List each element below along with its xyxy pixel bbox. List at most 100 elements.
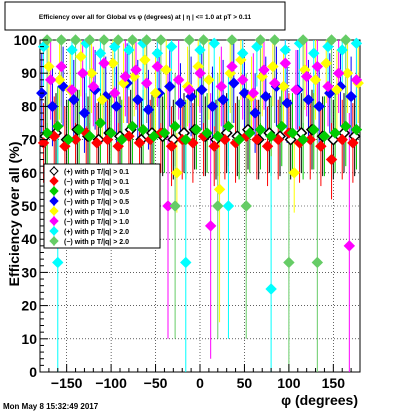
data-point <box>169 120 181 133</box>
data-point <box>194 44 206 56</box>
data-point <box>343 240 356 252</box>
title-box <box>4 1 286 31</box>
legend-label: (−) with p T/|q| > 0.1 <box>64 179 129 186</box>
data-point <box>52 120 64 133</box>
data-point <box>165 140 178 152</box>
data-point <box>44 74 57 86</box>
data-point <box>267 60 279 73</box>
data-point <box>254 123 267 136</box>
data-point <box>268 77 281 89</box>
data-point <box>196 84 208 96</box>
legend-label: (−) with p T/|q| > 0.5 <box>64 199 129 206</box>
data-point <box>277 80 290 93</box>
data-point <box>132 94 144 106</box>
data-point <box>84 130 96 142</box>
data-point <box>336 133 348 146</box>
data-point <box>69 34 82 46</box>
data-point <box>151 47 164 59</box>
data-point <box>331 84 343 96</box>
data-point <box>258 64 270 76</box>
y-axis-label: Efficiency over all (%) <box>6 142 22 287</box>
data-point <box>350 37 363 50</box>
data-point <box>43 60 55 73</box>
data-point <box>213 183 226 196</box>
data-point <box>190 123 203 136</box>
data-point <box>320 57 332 69</box>
data-point <box>126 120 139 133</box>
data-point <box>172 74 185 86</box>
data-point <box>265 283 277 295</box>
data-point <box>98 34 110 46</box>
legend-marker <box>49 216 59 226</box>
y-tick-label: 10 <box>21 331 37 347</box>
data-point <box>329 127 341 139</box>
legend-marker <box>49 186 59 196</box>
legend-label: (+) with p T/|q| > 1.0 <box>64 209 129 216</box>
data-point <box>46 100 59 113</box>
data-point <box>180 133 192 146</box>
data-point <box>325 153 338 166</box>
y-tick-label: 50 <box>21 198 37 214</box>
legend-label: (+) with p T/|q| > 0.1 <box>64 169 129 176</box>
data-point <box>226 34 238 46</box>
data-point <box>164 80 176 93</box>
data-point <box>126 34 139 46</box>
data-point <box>286 127 299 139</box>
data-point <box>265 130 277 142</box>
legend: (+) with p T/|q| > 0.1 (−) with p T/|q| >… <box>43 163 161 249</box>
data-point <box>165 40 178 53</box>
data-point <box>87 80 100 93</box>
data-point <box>139 54 151 66</box>
data-point <box>148 130 160 142</box>
data-point <box>180 256 192 269</box>
data-point <box>244 127 256 139</box>
data-point <box>268 34 281 46</box>
legend-label: (−) with p T/|q| > 1.0 <box>64 219 129 226</box>
data-point <box>249 107 261 119</box>
data-point <box>233 133 245 146</box>
data-point <box>110 100 123 113</box>
data-point <box>332 67 345 79</box>
data-point <box>116 133 128 146</box>
y-tick-label: 90 <box>21 65 37 81</box>
legend-marker <box>49 196 59 206</box>
data-point <box>66 44 78 56</box>
data-point <box>183 84 196 96</box>
y-tick-label: 100 <box>14 32 38 48</box>
data-point <box>226 60 238 73</box>
data-point <box>62 133 75 146</box>
x-tick-label: −100 <box>95 375 127 391</box>
data-point <box>142 104 155 116</box>
x-tick-label: 100 <box>277 375 301 391</box>
data-point <box>133 137 146 149</box>
data-point <box>53 74 66 86</box>
data-point <box>318 130 331 142</box>
data-point <box>155 34 167 46</box>
data-point <box>158 127 171 139</box>
data-point <box>130 64 142 76</box>
data-point <box>108 87 121 99</box>
data-point <box>201 127 213 139</box>
data-point <box>240 200 252 212</box>
data-point <box>309 74 322 86</box>
data-point <box>98 57 110 69</box>
x-axis-label: φ (degrees) <box>281 392 358 408</box>
data-point <box>288 167 300 179</box>
data-point <box>308 123 320 136</box>
data-point <box>350 74 363 86</box>
data-point <box>347 137 359 149</box>
data-point <box>254 34 267 46</box>
data-point <box>281 97 293 109</box>
data-point <box>313 100 325 113</box>
data-point <box>183 34 196 46</box>
data-point <box>151 60 164 73</box>
data-point <box>66 84 78 96</box>
legend-marker <box>49 206 59 216</box>
timestamp: Mon May 8 15:32:49 2017 <box>3 402 99 411</box>
data-markers <box>36 34 364 295</box>
legend-label: (+) with p T/|q| > 0.5 <box>64 189 129 196</box>
data-point <box>279 57 292 69</box>
legend-label: (−) with p T/|q| > 2.0 <box>64 239 129 246</box>
data-point <box>171 167 183 179</box>
